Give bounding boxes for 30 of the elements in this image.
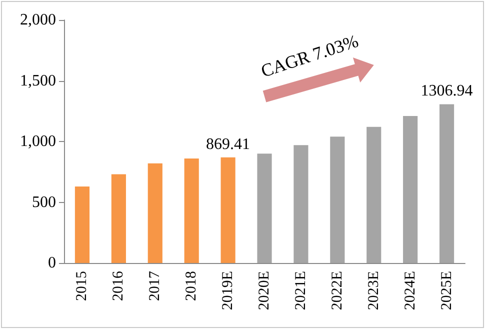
annotation: CAGR 7.03% <box>258 30 361 82</box>
x-tick-label: 2023E <box>366 271 382 310</box>
bar <box>74 186 90 263</box>
bar <box>257 154 272 263</box>
y-tick-label: 2,000 <box>20 12 56 28</box>
data-label: 869.41 <box>206 136 250 153</box>
data-label: 1306.94 <box>420 82 473 100</box>
y-tick-label: 1,000 <box>20 133 56 150</box>
bar <box>330 136 345 263</box>
bar <box>439 104 454 263</box>
x-tick-label: 2016 <box>110 270 127 301</box>
x-tick-label: 2018 <box>184 271 200 301</box>
x-tick-label: 2021E <box>292 271 309 310</box>
x-tick-label: 2022E <box>329 271 346 310</box>
y-tick-label: 1,500 <box>20 72 56 90</box>
bar <box>294 145 308 263</box>
bar <box>148 163 162 263</box>
bar <box>366 126 382 263</box>
bar <box>111 174 126 263</box>
bar <box>403 116 418 263</box>
x-tick-label: 2017 <box>147 270 164 301</box>
x-tick-label: 2015 <box>74 271 90 301</box>
bar <box>220 157 236 263</box>
y-tick-label: 0 <box>48 254 56 272</box>
x-tick-label: 2025E <box>438 271 455 310</box>
x-tick-label: 2024E <box>402 271 418 310</box>
x-tick-label: 2019E <box>220 271 236 310</box>
bar <box>184 158 199 263</box>
x-tick-label: 2020E <box>256 271 272 310</box>
y-tick-label: 500 <box>32 194 56 211</box>
